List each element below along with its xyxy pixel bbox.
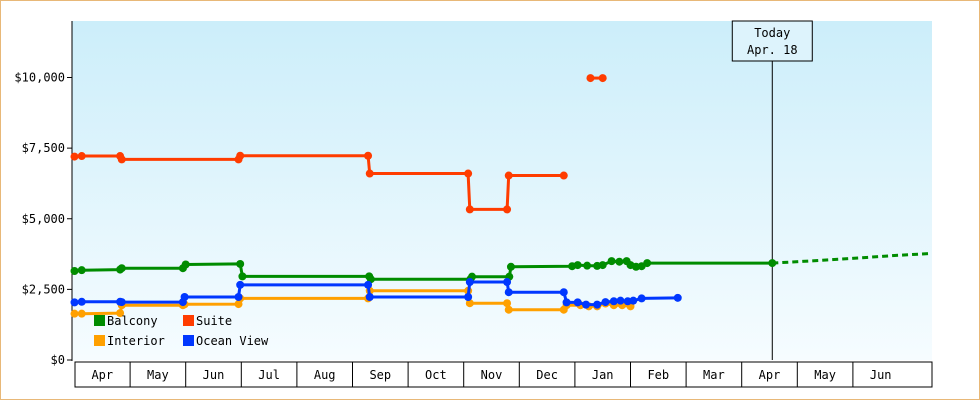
data-point-ocean-view: [559, 288, 568, 297]
data-point-suite: [464, 169, 473, 178]
x-tick-label: Jul: [258, 368, 280, 382]
x-tick-label: May: [147, 368, 169, 382]
y-tick-label: $7,500: [22, 141, 65, 155]
x-axis-bar: [74, 361, 933, 388]
data-point-ocean-view: [616, 296, 625, 305]
data-point-suite: [77, 152, 86, 161]
y-tick-label: $2,500: [22, 282, 65, 296]
x-tick-label: Nov: [481, 368, 503, 382]
data-point-interior: [70, 309, 79, 318]
data-point-balcony: [77, 266, 86, 275]
y-tick-label: $5,000: [22, 212, 65, 226]
data-point-ocean-view: [582, 300, 591, 309]
x-tick-label: Oct: [425, 368, 447, 382]
x-tick-label: Jan: [592, 368, 614, 382]
y-tick-label: $10,000: [14, 71, 65, 85]
data-point-suite: [236, 151, 245, 160]
data-point-ocean-view: [503, 278, 512, 287]
legend-label-interior: Interior: [107, 334, 165, 348]
data-point-ocean-view: [504, 288, 513, 297]
data-point-balcony: [598, 261, 607, 270]
plot-area: [72, 21, 932, 360]
data-point-ocean-view: [601, 298, 610, 307]
x-tick-label: Mar: [703, 368, 725, 382]
x-tick-label: Feb: [647, 368, 669, 382]
data-point-ocean-view: [117, 298, 126, 307]
legend-label-balcony: Balcony: [107, 314, 158, 328]
data-point-balcony: [583, 261, 592, 270]
data-point-ocean-view: [234, 293, 243, 302]
x-tick-label: Jun: [870, 368, 892, 382]
data-point-interior: [503, 299, 512, 308]
data-point-interior: [116, 309, 125, 318]
data-point-balcony: [615, 257, 624, 266]
data-point-ocean-view: [365, 293, 374, 302]
data-point-suite: [70, 152, 79, 161]
today-date-label: Apr. 18: [747, 43, 798, 57]
data-point-ocean-view: [70, 298, 79, 307]
legend-label-ocean-view: Ocean View: [196, 334, 269, 348]
data-point-interior: [504, 305, 513, 314]
data-point-balcony: [607, 257, 616, 266]
x-tick-label: Apr: [759, 368, 781, 382]
data-point-suite: [504, 171, 513, 180]
data-point-balcony: [181, 260, 190, 269]
series-suite: [70, 74, 607, 214]
data-point-ocean-view: [609, 297, 618, 306]
x-tick-label: Jun: [203, 368, 225, 382]
data-point-ocean-view: [637, 294, 646, 303]
today-label: Today: [754, 26, 790, 40]
data-point-suite: [117, 155, 126, 164]
data-point-interior: [465, 299, 474, 308]
x-tick-label: Apr: [91, 368, 113, 382]
data-point-ocean-view: [364, 280, 373, 289]
legend-swatch-ocean-view: [183, 335, 194, 346]
data-point-balcony: [573, 261, 582, 270]
data-point-suite: [598, 74, 607, 83]
data-point-balcony: [506, 262, 515, 271]
data-point-balcony: [236, 259, 245, 268]
series-balcony: [70, 252, 931, 284]
legend-label-suite: Suite: [196, 314, 232, 328]
data-point-suite: [365, 169, 374, 178]
data-point-ocean-view: [673, 293, 682, 302]
data-point-ocean-view: [573, 298, 582, 307]
data-point-ocean-view: [629, 296, 638, 305]
x-tick-label: Aug: [314, 368, 336, 382]
x-tick-label: May: [814, 368, 836, 382]
data-point-balcony: [768, 259, 777, 268]
legend-swatch-interior: [94, 335, 105, 346]
today-box: [731, 20, 813, 62]
data-point-balcony: [70, 267, 79, 276]
legend-swatch-balcony: [94, 315, 105, 326]
x-tick-label: Sep: [369, 368, 391, 382]
data-point-ocean-view: [562, 298, 571, 307]
data-point-ocean-view: [180, 293, 189, 302]
data-point-interior: [77, 309, 86, 318]
data-point-ocean-view: [593, 300, 602, 309]
series-ocean-view: [70, 278, 682, 309]
data-point-balcony: [238, 272, 247, 281]
data-point-balcony: [643, 259, 652, 268]
data-point-balcony: [117, 264, 126, 273]
data-point-suite: [559, 171, 568, 180]
data-point-ocean-view: [464, 293, 473, 302]
x-tick-label: Dec: [536, 368, 558, 382]
y-tick-label: $0: [51, 353, 65, 367]
data-point-ocean-view: [465, 278, 474, 287]
legend-swatch-suite: [183, 315, 194, 326]
data-point-suite: [586, 74, 595, 83]
data-point-ocean-view: [236, 280, 245, 289]
data-point-suite: [503, 205, 512, 214]
data-point-suite: [465, 205, 474, 214]
data-point-suite: [364, 151, 373, 160]
data-point-ocean-view: [77, 297, 86, 306]
